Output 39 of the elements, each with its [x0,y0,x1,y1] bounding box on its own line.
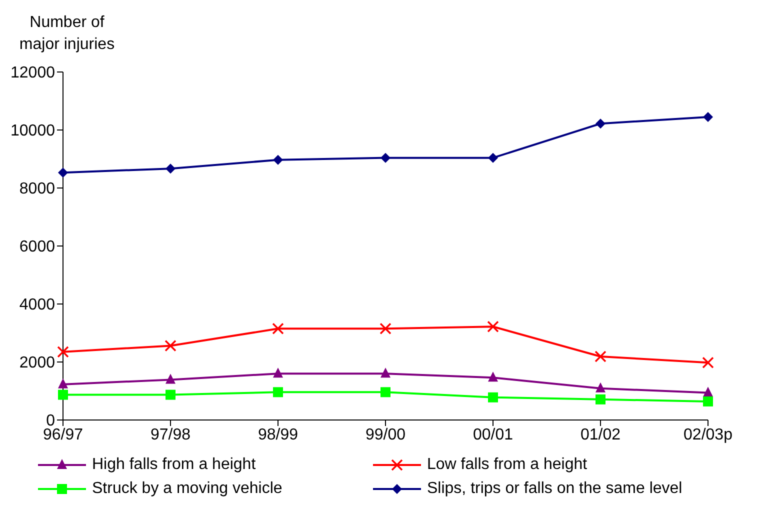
x-tick-label: 00/01 [472,426,514,444]
point [703,396,713,406]
point [488,372,498,382]
point [703,386,713,397]
point [703,112,713,122]
x-tick-label: 02/03p [684,426,733,444]
y-tick-label: 6000 [19,238,56,256]
point [380,368,390,378]
x-tick-label: 98/99 [258,426,298,444]
x-tick-label: 97/98 [150,426,191,444]
legend-label: Struck by a moving vehicle [92,480,282,498]
point [488,152,498,163]
point [380,387,390,398]
point [273,154,283,165]
point [166,164,176,174]
point [166,390,176,400]
point [58,168,68,178]
point [596,118,606,129]
y-tick-label: 2000 [19,354,56,372]
point [488,392,498,402]
legend-label: High falls from a height [92,456,256,474]
point [166,374,176,384]
point [273,368,283,378]
legend-label: Low falls from a height [427,456,588,474]
legend-label: Slips, trips or falls on the same level [427,480,682,498]
y-tick-label: 12000 [10,64,56,82]
y-tick-label: 10000 [10,122,56,140]
x-tick-label: 01/02 [580,426,621,444]
point [58,378,68,388]
y-axis-title: Number of major injuries [18,13,116,55]
y-tick-label: 8000 [19,180,56,198]
point [380,152,390,163]
y-tick-label: 4000 [19,296,56,314]
point [273,387,283,398]
x-tick-label: 99/00 [365,426,406,444]
point [58,390,68,400]
point [596,394,606,404]
point [596,382,606,392]
x-tick-label: 96/97 [42,426,84,444]
